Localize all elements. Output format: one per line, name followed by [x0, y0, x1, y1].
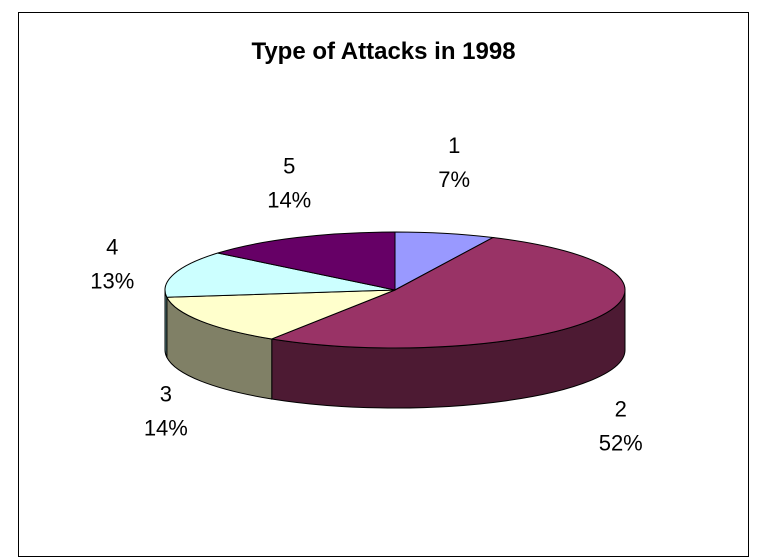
- pie-slice-5: [217, 231, 396, 291]
- slice-label-percent: 13%: [90, 268, 134, 293]
- pie-slice-4: [164, 252, 396, 298]
- slice-label-percent: 14%: [267, 187, 311, 212]
- slice-label-category: 5: [283, 153, 295, 178]
- chart-title: Type of Attacks in 1998: [251, 38, 516, 65]
- slice-label-percent: 7%: [438, 167, 470, 192]
- slice-label-category: 1: [448, 133, 460, 158]
- pie-slice-2: [269, 237, 626, 349]
- slice-label-category: 2: [615, 396, 627, 421]
- slice-label-category: 3: [160, 382, 172, 407]
- slice-label-percent: 52%: [599, 430, 643, 455]
- slice-label-percent: 14%: [144, 416, 188, 441]
- slice-label-category: 4: [106, 234, 118, 259]
- pie-slice-side-4: [164, 289, 168, 358]
- pie-slice-3: [166, 289, 396, 340]
- pie-slice-1: [394, 231, 495, 291]
